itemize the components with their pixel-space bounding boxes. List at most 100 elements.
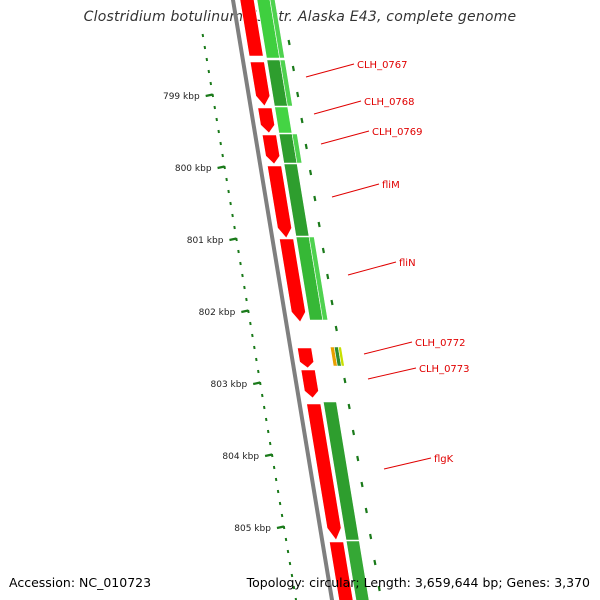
minor-tick <box>221 153 224 158</box>
minor-tick <box>278 501 282 506</box>
minor-tick <box>263 405 266 410</box>
minor-tick <box>253 345 256 350</box>
major-tick <box>217 165 225 170</box>
forward-gene-arrow <box>297 347 315 369</box>
outer-tick <box>351 429 356 436</box>
minor-tick <box>215 117 218 122</box>
gene-label: CLH_0769 <box>372 127 423 138</box>
outer-tick <box>304 143 308 150</box>
minor-tick <box>203 45 207 50</box>
outer-tick <box>326 273 330 280</box>
reverse-gene-strip <box>291 133 303 164</box>
minor-tick <box>237 249 240 254</box>
outer-tick <box>291 65 295 72</box>
label-leader <box>320 130 370 145</box>
label-leader <box>331 183 380 198</box>
minor-tick <box>201 33 205 38</box>
outer-tick <box>296 91 300 98</box>
minor-tick <box>274 477 278 482</box>
minor-tick <box>290 573 294 578</box>
outer-tick <box>377 585 381 592</box>
minor-tick <box>272 465 276 470</box>
minor-tick <box>205 57 209 62</box>
major-tick <box>205 93 213 98</box>
minor-tick <box>264 417 268 422</box>
gene-label: CLH_0772 <box>415 338 466 349</box>
outer-tick <box>300 117 304 124</box>
minor-tick <box>207 69 211 74</box>
outer-tick <box>356 455 360 462</box>
minor-tick <box>229 201 232 206</box>
forward-gene-arrow <box>249 61 271 107</box>
accession-text: Accession: NC_010723 <box>9 575 152 590</box>
tick-label: 801 kbp <box>187 236 224 246</box>
minor-tick <box>233 225 236 230</box>
outer-tick <box>343 377 347 384</box>
outer-tick <box>317 221 321 228</box>
reverse-gene-block <box>345 540 370 600</box>
gene-label: CLH_0773 <box>419 364 470 375</box>
outer-tick <box>373 559 377 566</box>
outer-tick <box>369 533 373 540</box>
major-ticks: 799 kbp 800 kbp 801 kbp 802 kbp 803 kbp 804 k… <box>163 39 381 592</box>
outer-tick <box>360 481 364 488</box>
minor-tick <box>227 189 230 194</box>
minor-ticks <box>201 33 298 600</box>
reverse-gene-strip <box>279 59 293 107</box>
minor-tick <box>239 261 242 266</box>
map-title: Clostridium botulinum E3 str. Alaska E43… <box>83 9 517 25</box>
reverse-gene-strip <box>308 236 329 321</box>
minor-tick <box>286 549 290 554</box>
minor-tick <box>219 141 222 146</box>
backbone-line <box>230 0 335 600</box>
backbone <box>230 0 335 600</box>
label-leader <box>363 341 413 355</box>
minor-tick <box>249 321 252 326</box>
major-tick <box>229 237 237 242</box>
minor-tick <box>241 273 244 278</box>
minor-tick <box>225 177 228 182</box>
gene-label: fliM <box>382 180 400 191</box>
reverse-gene-block <box>274 106 293 134</box>
forward-gene-arrow <box>279 238 306 323</box>
outer-tick <box>364 507 368 514</box>
outer-tick <box>308 169 313 176</box>
label-leader <box>347 261 397 276</box>
major-tick <box>241 309 249 314</box>
gene-label: CLH_0767 <box>357 60 408 71</box>
outer-tick <box>287 39 291 46</box>
tick-label: 800 kbp <box>175 164 212 174</box>
label-leader <box>367 367 417 380</box>
minor-tick <box>284 537 288 542</box>
minor-tick <box>261 393 264 398</box>
forward-gene-arrow <box>329 541 354 600</box>
minor-tick <box>268 441 272 446</box>
major-tick <box>276 525 285 530</box>
minor-tick <box>217 129 220 134</box>
major-tick <box>252 381 261 386</box>
label-leader <box>313 100 362 115</box>
forward-gene-arrow <box>300 369 319 399</box>
minor-tick <box>251 333 254 338</box>
major-tick <box>264 453 273 458</box>
tick-label: 803 kbp <box>211 380 248 390</box>
minor-tick <box>266 429 270 434</box>
forward-gene-arrow <box>261 134 281 165</box>
minor-tick <box>243 285 246 290</box>
outer-tick <box>330 299 334 306</box>
tick-label: 804 kbp <box>222 452 259 462</box>
minor-tick <box>245 297 248 302</box>
gene-label: CLH_0768 <box>364 97 415 108</box>
minor-tick <box>292 585 296 590</box>
reverse-gene-block <box>283 163 310 237</box>
forward-strand-features <box>239 0 354 600</box>
minor-tick <box>280 513 284 518</box>
label-leader <box>305 63 355 78</box>
outer-tick <box>313 195 317 202</box>
gene-label: flgK <box>434 454 454 465</box>
reverse-strand-features <box>256 0 370 600</box>
tick-label: 799 kbp <box>163 92 200 102</box>
minor-tick <box>257 369 260 374</box>
gene-labels: CLH_0767 CLH_0768 CLH_0769 fliM fliN CLH_0772… <box>305 60 470 470</box>
